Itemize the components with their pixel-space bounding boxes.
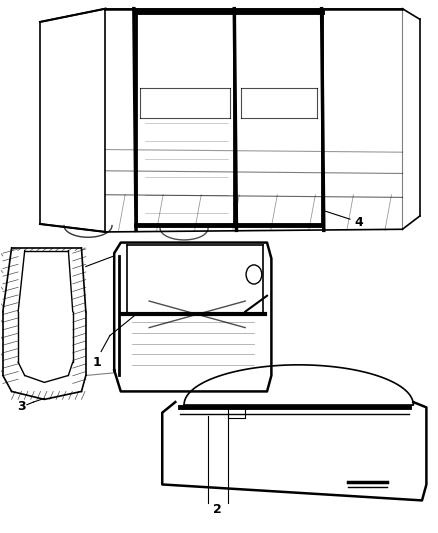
Text: 1: 1 (92, 356, 101, 369)
Text: 2: 2 (213, 504, 222, 516)
Text: 3: 3 (18, 400, 26, 413)
Text: 4: 4 (354, 216, 363, 229)
